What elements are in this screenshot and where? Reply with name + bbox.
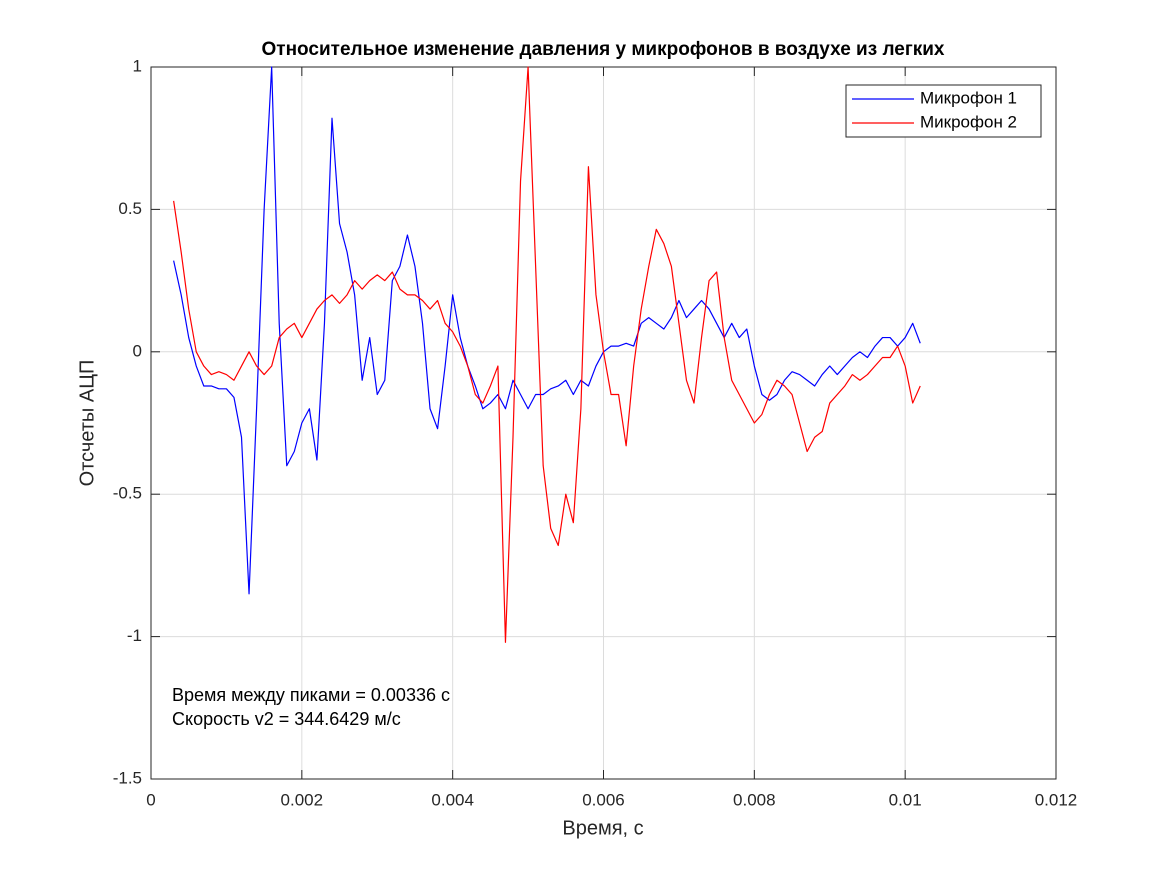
y-tick-label: -0.5 bbox=[113, 484, 142, 503]
x-tick-label: 0.008 bbox=[733, 790, 776, 809]
y-tick-label: 0.5 bbox=[118, 199, 142, 218]
x-axis-label: Время, с bbox=[562, 817, 643, 839]
legend-label: Микрофон 1 bbox=[920, 88, 1017, 107]
y-tick-label: 1 bbox=[133, 56, 142, 75]
x-tick-label: 0.006 bbox=[582, 790, 625, 809]
data-line bbox=[173, 66, 921, 643]
data-line bbox=[173, 66, 921, 595]
legend-label: Микрофон 2 bbox=[920, 112, 1017, 131]
legend: Микрофон 1 Микрофон 2 bbox=[845, 84, 1042, 138]
x-tick-label: 0.012 bbox=[1035, 790, 1078, 809]
x-tick-label: 0.002 bbox=[281, 790, 324, 809]
chart-title: Относительное изменение давления у микро… bbox=[262, 39, 945, 60]
legend-box bbox=[845, 84, 1042, 138]
y-tick-label: -1.5 bbox=[113, 768, 142, 787]
y-axis-label: Отсчеты АЦП bbox=[76, 360, 98, 487]
x-tick-label: 0.01 bbox=[889, 790, 922, 809]
axes-box bbox=[150, 66, 1057, 780]
x-tick-label: 0.004 bbox=[431, 790, 474, 809]
annotation: Скорость v2 = 344.6429 м/с bbox=[172, 709, 401, 729]
x-tick-label: 0 bbox=[146, 790, 155, 809]
y-tick-label: -1 bbox=[127, 626, 142, 645]
y-tick-label: 0 bbox=[133, 341, 142, 360]
annotation: Время между пиками = 0.00336 с bbox=[172, 685, 450, 705]
